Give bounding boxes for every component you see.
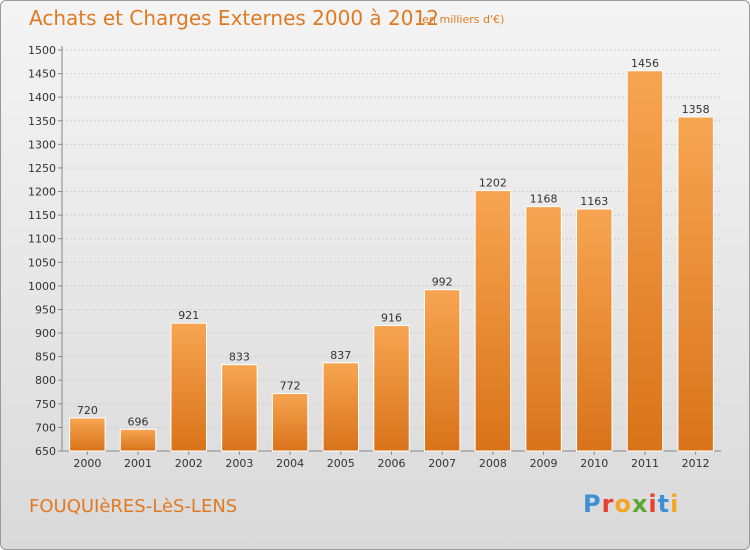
data-label-2008: 1202 (479, 177, 507, 190)
x-tick-label-2004: 2004 (276, 457, 304, 470)
proxiti-logo: Proxiti (583, 490, 679, 518)
logo-letter: r (601, 490, 615, 518)
chart-title: Achats et Charges Externes 2000 à 2012 (29, 6, 439, 30)
y-tick-label: 1250 (28, 162, 56, 175)
y-tick-label: 1100 (28, 233, 56, 246)
x-tick-label-2010: 2010 (580, 457, 608, 470)
y-tick-label: 1400 (28, 91, 56, 104)
bar-2005 (322, 362, 360, 452)
x-tick-label-2007: 2007 (428, 457, 456, 470)
y-tick-label: 1200 (28, 186, 56, 199)
bars (69, 70, 714, 452)
x-tick-label-2003: 2003 (225, 457, 253, 470)
data-label-2002: 921 (178, 309, 199, 322)
x-tick-label-2011: 2011 (631, 457, 659, 470)
y-tick-label: 850 (35, 351, 56, 364)
data-label-2001: 696 (128, 415, 149, 428)
bar-2008 (474, 190, 512, 452)
bar-2004 (271, 392, 309, 452)
bar-2001 (119, 428, 157, 452)
logo-letter: t (657, 490, 671, 518)
logo-letter: o (614, 490, 632, 518)
logo-letter: P (583, 490, 602, 518)
data-label-2005: 837 (330, 349, 351, 362)
y-tick-label: 1350 (28, 115, 56, 128)
y-tick-label: 800 (35, 374, 56, 387)
x-tick-label-2000: 2000 (73, 457, 101, 470)
x-tick-label-2006: 2006 (378, 457, 406, 470)
bar-2010 (576, 208, 613, 452)
chart-subtitle: (en milliers d'€) (418, 13, 505, 26)
x-tick-label-2008: 2008 (479, 457, 507, 470)
logo-letter: i (670, 490, 680, 518)
bar-2000 (69, 417, 106, 452)
data-label-2004: 772 (280, 379, 301, 392)
data-label-2010: 1163 (580, 195, 608, 208)
data-label-2009: 1168 (530, 193, 558, 206)
data-label-2012: 1358 (682, 103, 710, 116)
bar-2011 (626, 70, 664, 452)
y-tick-label: 750 (35, 398, 56, 411)
data-label-2003: 833 (229, 351, 250, 364)
y-tick-label: 950 (35, 303, 56, 316)
y-tick-label: 1500 (28, 44, 56, 57)
x-tick-label-2001: 2001 (124, 457, 152, 470)
y-tick-label: 650 (35, 445, 56, 458)
x-tick-label-2012: 2012 (682, 457, 710, 470)
y-tick-label: 1150 (28, 209, 56, 222)
commune-name: FOUQUIèRES-LèS-LENS (29, 496, 238, 517)
bar-2012 (677, 116, 714, 452)
axes: 650 700 750 800 850 900 950 1000 1050 1100 1150 120… (28, 44, 721, 470)
y-tick-label: 900 (35, 327, 56, 340)
data-labels: 720 696 921 833 772 837 916 992 1202 1168 1163 1456… (77, 57, 710, 429)
y-tick-label: 1000 (28, 280, 56, 293)
logo-letter: i (648, 490, 658, 518)
y-tick-label: 1300 (28, 138, 56, 151)
logo-letter: x (631, 490, 649, 518)
y-tick-label: 1450 (28, 68, 56, 81)
data-label-2011: 1456 (631, 57, 659, 70)
x-tick-label-2005: 2005 (327, 457, 355, 470)
data-label-2006: 916 (381, 312, 402, 325)
y-tick-label: 1050 (28, 256, 56, 269)
data-label-2007: 992 (432, 276, 453, 289)
bar-2002 (170, 322, 207, 452)
x-tick-label-2009: 2009 (530, 457, 558, 470)
bar-2003 (221, 364, 258, 452)
bar-2009 (525, 206, 562, 452)
bar-2007 (423, 289, 461, 452)
x-tick-label-2002: 2002 (175, 457, 203, 470)
data-label-2000: 720 (77, 404, 98, 417)
y-tick-label: 700 (35, 421, 56, 434)
bar-2006 (373, 325, 410, 452)
